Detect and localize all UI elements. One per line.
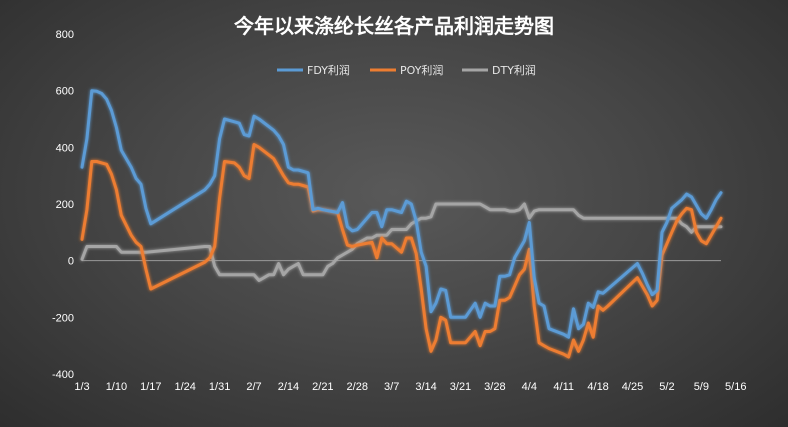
x-tick-label: 1/10 (106, 381, 127, 393)
series-group (80, 89, 723, 359)
x-tick-label: 2/28 (347, 381, 368, 393)
x-tick-label: 5/2 (659, 381, 674, 393)
legend: FDY利润 POY利润 DTY利润 (277, 63, 536, 77)
x-tick-label: 2/21 (312, 381, 333, 393)
x-tick-label: 1/24 (175, 381, 196, 393)
x-tick-label: 3/7 (384, 381, 399, 393)
x-tick-label: 4/18 (587, 381, 608, 393)
chart-title: 今年以来涤纶长丝各产品利润走势图 (234, 14, 554, 38)
y-tick-label: 600 (56, 86, 74, 98)
y-tick-label: 400 (56, 142, 74, 154)
series-line-FDY利润 (80, 89, 723, 339)
x-tick-label: 3/21 (450, 381, 471, 393)
series-line-POY利润 (80, 143, 723, 359)
y-tick-label: -200 (52, 312, 74, 324)
x-tick-label: 5/9 (694, 381, 709, 393)
x-tick-label: 1/3 (74, 381, 89, 393)
x-tick-label: 2/14 (278, 381, 299, 393)
y-tick-label: 800 (56, 29, 74, 41)
x-tick-label: 4/25 (622, 381, 643, 393)
y-axis-ticks: -400 -200 0 200 400 600 800 (52, 29, 74, 381)
x-tick-label: 3/14 (415, 381, 436, 393)
x-tick-label: 4/11 (553, 381, 574, 393)
y-tick-label: -400 (52, 369, 74, 381)
x-tick-label: 5/16 (725, 381, 746, 393)
legend-label: FDY利润 (307, 63, 350, 77)
legend-label: POY利润 (400, 63, 443, 77)
y-tick-label: 0 (68, 256, 74, 268)
x-tick-label: 1/17 (140, 381, 161, 393)
x-tick-label: 1/31 (209, 381, 230, 393)
x-tick-label: 4/4 (522, 381, 537, 393)
legend-label: DTY利润 (492, 63, 536, 77)
x-tick-label: 3/28 (484, 381, 505, 393)
y-tick-label: 200 (56, 199, 74, 211)
x-axis-ticks: 1/3 1/10 1/17 1/24 1/31 2/7 2/14 2/21 2/28 3/7 3/1… (74, 381, 746, 393)
series-line-DTY利润 (80, 202, 723, 282)
x-tick-label: 2/7 (246, 381, 261, 393)
